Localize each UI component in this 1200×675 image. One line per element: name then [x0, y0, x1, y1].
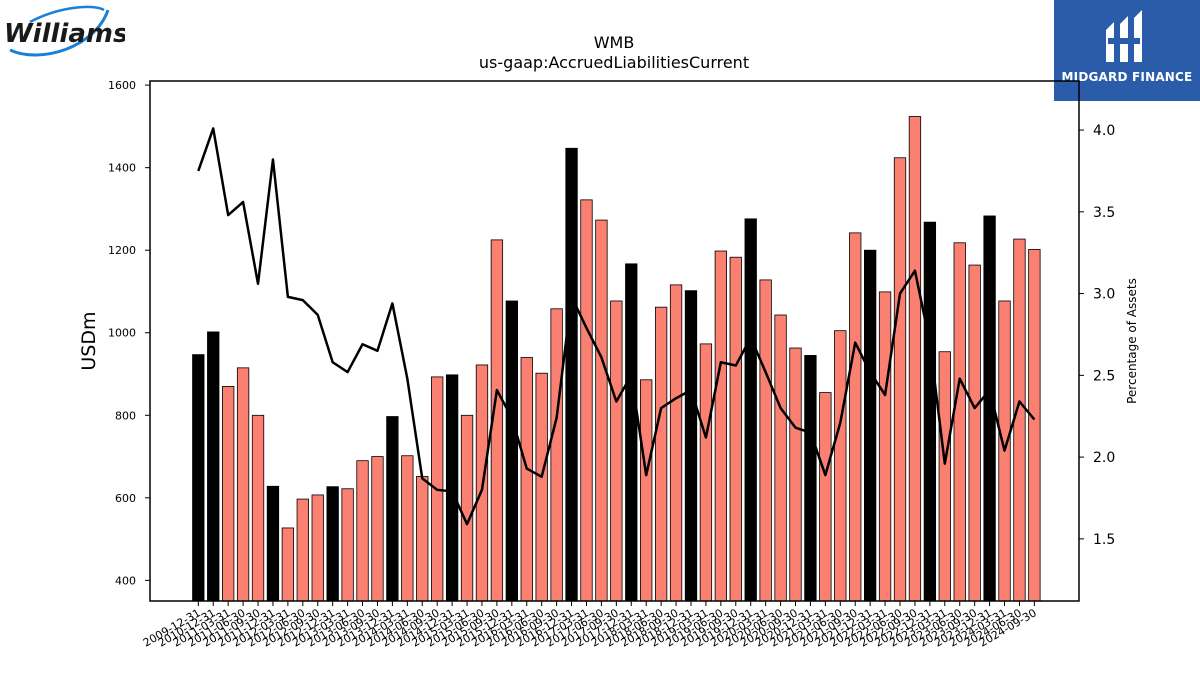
bar-2020-06-30 — [774, 314, 787, 602]
bar-2019-03-31 — [699, 343, 713, 602]
bar-2023-03-31 — [938, 351, 951, 602]
bar-2020-03-31 — [759, 279, 772, 602]
right-axis: 1.5 2.0 2.5 3.0 3.5 4.0 — [1079, 123, 1115, 548]
percentage-line — [197, 127, 1036, 526]
bar-2023-09-30 — [968, 264, 981, 602]
bar-2009-12-31 — [192, 354, 205, 602]
williams-logo-graphic: Williams — [4, 5, 128, 57]
bar-2012-03-31 — [281, 527, 295, 602]
midgard-logo-mark — [1106, 10, 1142, 62]
bar-2022-09-30 — [908, 116, 922, 602]
y-tick-label: 800 — [115, 409, 136, 422]
bar-series — [192, 116, 1041, 602]
bar-2013-03-31 — [341, 488, 354, 602]
bar-2011-09-30 — [251, 414, 265, 602]
bar-2013-06-30 — [356, 460, 369, 602]
y-tick-label: 1600 — [108, 79, 136, 92]
bar-2016-09-30 — [550, 308, 563, 602]
bar-2016-12-31 — [565, 147, 578, 602]
bar-2022-06-30 — [893, 157, 907, 602]
bar-2017-12-31 — [625, 263, 638, 602]
y2-axis-label: Percentage of Assets — [1125, 278, 1139, 404]
bar-2021-09-30 — [849, 232, 862, 602]
bar-2011-03-31 — [222, 385, 235, 602]
plot-frame — [149, 80, 1080, 602]
x-axis: 2009-12-312010-12-312011-03-312011-06-30… — [141, 601, 1039, 650]
bar-2012-12-31 — [326, 486, 339, 602]
left-axis: 400 600 800 1000 1200 1400 1600 — [108, 79, 150, 587]
williams-logo-text: Williams — [4, 19, 125, 49]
bar-2016-03-31 — [520, 357, 533, 602]
bar-2018-03-31 — [640, 379, 653, 602]
bar-2021-03-31 — [819, 392, 832, 602]
bar-2016-06-30 — [535, 372, 548, 602]
williams-logo: Williams — [0, 0, 128, 70]
y2-tick-label: 2.0 — [1093, 450, 1115, 466]
bar-2018-12-31 — [684, 290, 698, 602]
y-axis-label: USDm — [78, 311, 100, 370]
bar-2019-06-30 — [714, 250, 727, 602]
bar-2022-12-31 — [923, 221, 937, 602]
bar-2014-06-30 — [416, 475, 429, 602]
bar-2019-12-31 — [744, 218, 757, 602]
bar-2014-12-31 — [445, 374, 459, 602]
bar-2014-03-31 — [401, 455, 414, 602]
y2-tick-label: 3.0 — [1093, 287, 1115, 303]
bar-2015-12-31 — [505, 300, 518, 602]
bar-2023-06-30 — [953, 242, 966, 602]
y2-tick-label: 4.0 — [1093, 123, 1115, 139]
bar-2015-03-31 — [460, 414, 474, 602]
chart-title: WMB — [594, 33, 635, 52]
bar-2021-06-30 — [834, 330, 847, 602]
bar-2011-12-31 — [266, 485, 280, 602]
bar-2013-09-30 — [371, 456, 384, 602]
bar-2017-09-30 — [610, 300, 623, 602]
bar-2013-12-31 — [386, 416, 399, 602]
midgard-logo-text: MIDGARD FINANCE — [1061, 70, 1193, 84]
bar-2011-06-30 — [236, 367, 250, 602]
bar-2019-09-30 — [729, 256, 742, 602]
bar-2020-09-30 — [789, 347, 802, 602]
bar-2017-06-30 — [595, 219, 608, 602]
y2-tick-label: 2.5 — [1093, 368, 1115, 384]
y2-tick-label: 3.5 — [1093, 205, 1115, 221]
chart-subtitle: us-gaap:AccruedLiabilitiesCurrent — [479, 53, 749, 72]
y-tick-label: 600 — [115, 492, 136, 505]
bar-2012-09-30 — [311, 494, 324, 602]
bar-2024-06-30 — [1013, 238, 1026, 602]
bar-2020-12-31 — [804, 355, 817, 602]
bar-2010-12-31 — [207, 331, 220, 602]
bar-2012-06-30 — [296, 498, 309, 602]
y-tick-label: 400 — [115, 574, 136, 587]
y2-tick-label: 1.5 — [1093, 532, 1115, 548]
bar-2022-03-31 — [878, 291, 892, 602]
y-tick-label: 1200 — [108, 244, 136, 257]
bar-2024-09-30 — [1028, 248, 1041, 602]
bar-2018-09-30 — [669, 284, 683, 602]
bar-2017-03-31 — [580, 199, 593, 602]
bar-2018-06-30 — [654, 306, 668, 602]
bar-2021-12-31 — [864, 249, 877, 602]
y-tick-label: 1000 — [108, 327, 136, 340]
y-tick-label: 1400 — [108, 162, 136, 175]
